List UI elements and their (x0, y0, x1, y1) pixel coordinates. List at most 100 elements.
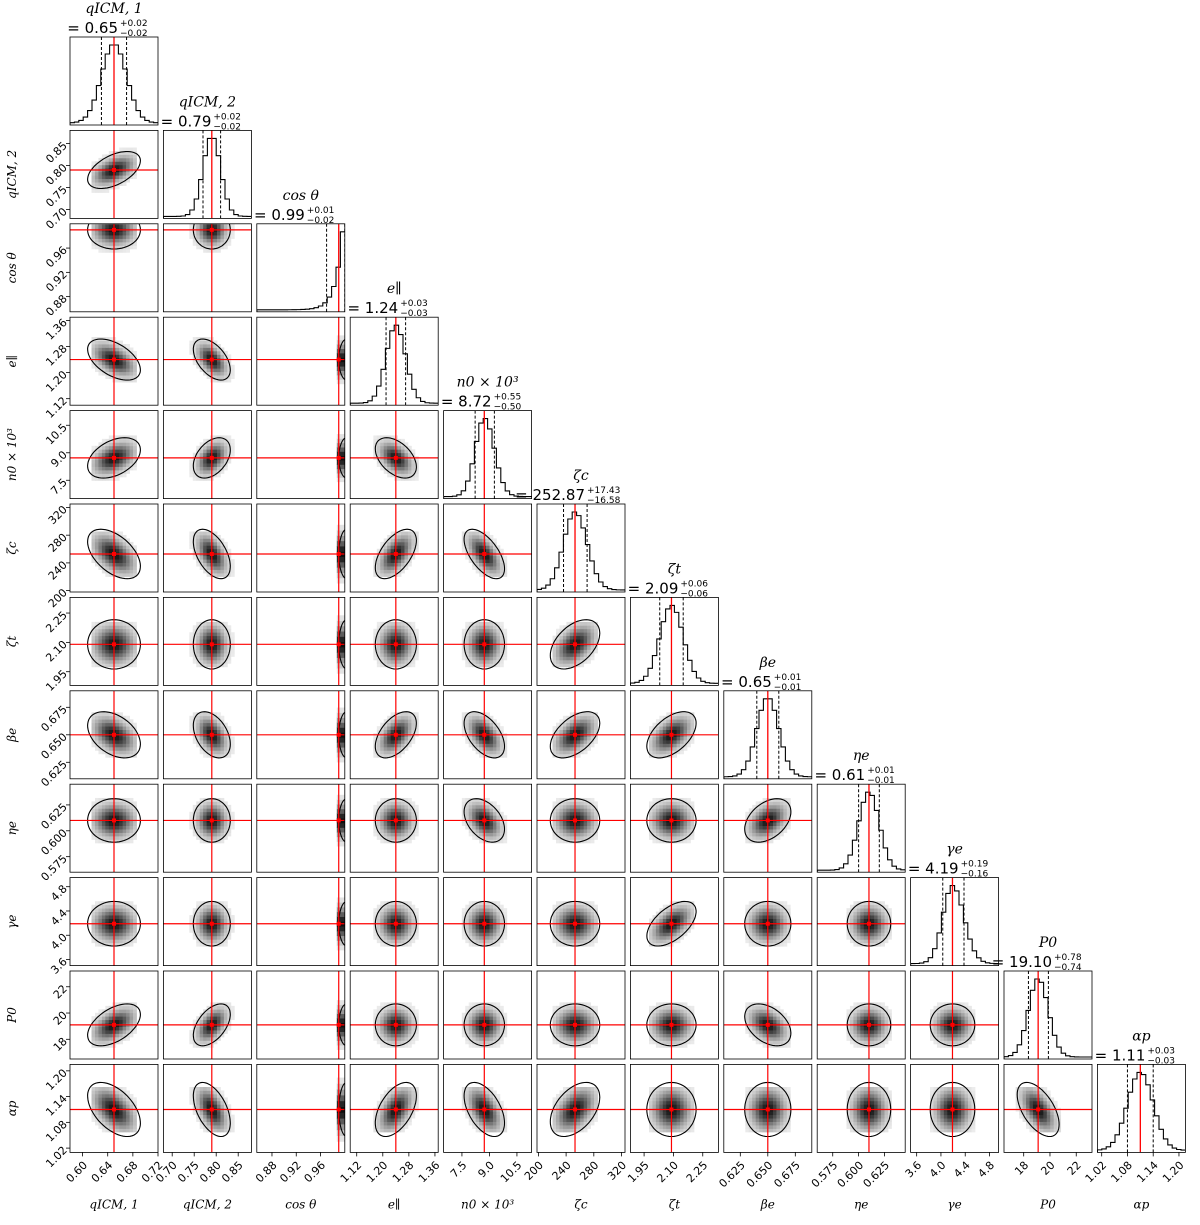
density-cell (663, 730, 667, 734)
density-cell (207, 719, 211, 723)
density-cell (98, 211, 102, 215)
density-cell (566, 660, 570, 664)
density-cell (217, 826, 221, 830)
density-cell (387, 740, 391, 744)
density-cell (587, 716, 591, 720)
density-cell (126, 453, 130, 457)
density-cell (496, 570, 500, 574)
density-cell (126, 929, 130, 933)
density-cell (126, 439, 130, 443)
density-cell (130, 815, 134, 819)
density-cell (200, 636, 204, 640)
density-cell (207, 559, 211, 563)
density-cell (102, 221, 106, 225)
density-cell (133, 622, 137, 626)
density-cell (214, 460, 218, 464)
y-axis-label: n0 × 10³ (5, 428, 19, 481)
param-title-minus: −0.02 (307, 216, 335, 226)
density-cell (105, 660, 109, 664)
density-cell (92, 812, 96, 816)
density-cell (130, 239, 134, 243)
density-cell (398, 460, 402, 464)
density-cell (119, 929, 123, 933)
param-title-median: = 8.72 (441, 393, 492, 411)
density-cell (214, 453, 218, 457)
histogram-panel-4: e∥= 1.24 +0.03−0.03 (347, 281, 438, 405)
density-cell (203, 211, 207, 215)
density-cell (408, 632, 412, 636)
density-cell (677, 801, 681, 805)
density-cell (377, 650, 381, 654)
density-cell (130, 747, 134, 751)
density-cell (102, 636, 106, 640)
density-cell (130, 158, 134, 162)
density-cell (384, 743, 388, 747)
density-cell (133, 154, 137, 158)
density-cell (591, 629, 595, 633)
density-cell (207, 743, 211, 747)
density-cell (493, 726, 497, 730)
density-cell (489, 639, 493, 643)
density-cell (95, 815, 99, 819)
density-cell (203, 225, 207, 229)
density-cell (116, 477, 120, 481)
density-cell (227, 242, 231, 246)
density-cell (227, 214, 231, 218)
density-cell (563, 636, 567, 640)
density-panel-6-2 (163, 504, 251, 592)
density-cell (476, 740, 480, 744)
density-cell (214, 747, 218, 751)
density-cell (203, 719, 207, 723)
density-cell (119, 214, 123, 218)
density-cell (398, 639, 402, 643)
density-cell (387, 808, 391, 812)
density-cell (584, 750, 588, 754)
density-cell (684, 737, 688, 741)
density-cell (133, 165, 137, 169)
density-cell (652, 815, 656, 819)
density-cell (207, 805, 211, 809)
density-cell (559, 646, 563, 650)
density-cell (387, 826, 391, 830)
density-cell (196, 351, 200, 355)
density-cell (123, 650, 127, 654)
density-cell (126, 463, 130, 467)
density-cell (200, 460, 204, 464)
density-cell (380, 559, 384, 563)
density-cell (580, 740, 584, 744)
density-cell (479, 829, 483, 833)
density-cell (659, 726, 663, 730)
density-cell (408, 826, 412, 830)
density-cell (373, 754, 377, 758)
density-cell (759, 822, 763, 826)
density-cell (126, 730, 130, 734)
density-cell (217, 368, 221, 372)
density-cell (224, 636, 228, 640)
density-cell (404, 726, 408, 730)
density-cell (380, 826, 384, 830)
density-cell (116, 663, 120, 667)
density-cell (384, 650, 388, 654)
density-cell (469, 629, 473, 633)
density-cell (133, 435, 137, 439)
density-cell (489, 839, 493, 843)
density-cell (401, 743, 405, 747)
density-cell (95, 235, 99, 239)
y-tick-label: 0.75 (43, 183, 70, 210)
density-cell (200, 239, 204, 243)
density-cell (193, 214, 197, 218)
density-cell (391, 750, 395, 754)
density-cell (123, 936, 127, 940)
density-cell (203, 347, 207, 351)
density-cell (105, 467, 109, 471)
density-cell (384, 737, 388, 741)
density-cell (666, 808, 670, 812)
density-cell (666, 836, 670, 840)
density-cell (119, 372, 123, 376)
density-cell (207, 365, 211, 369)
density-cell (98, 463, 102, 467)
density-cell (469, 549, 473, 553)
density-cell (411, 646, 415, 650)
density-cell (123, 639, 127, 643)
density-cell (591, 743, 595, 747)
